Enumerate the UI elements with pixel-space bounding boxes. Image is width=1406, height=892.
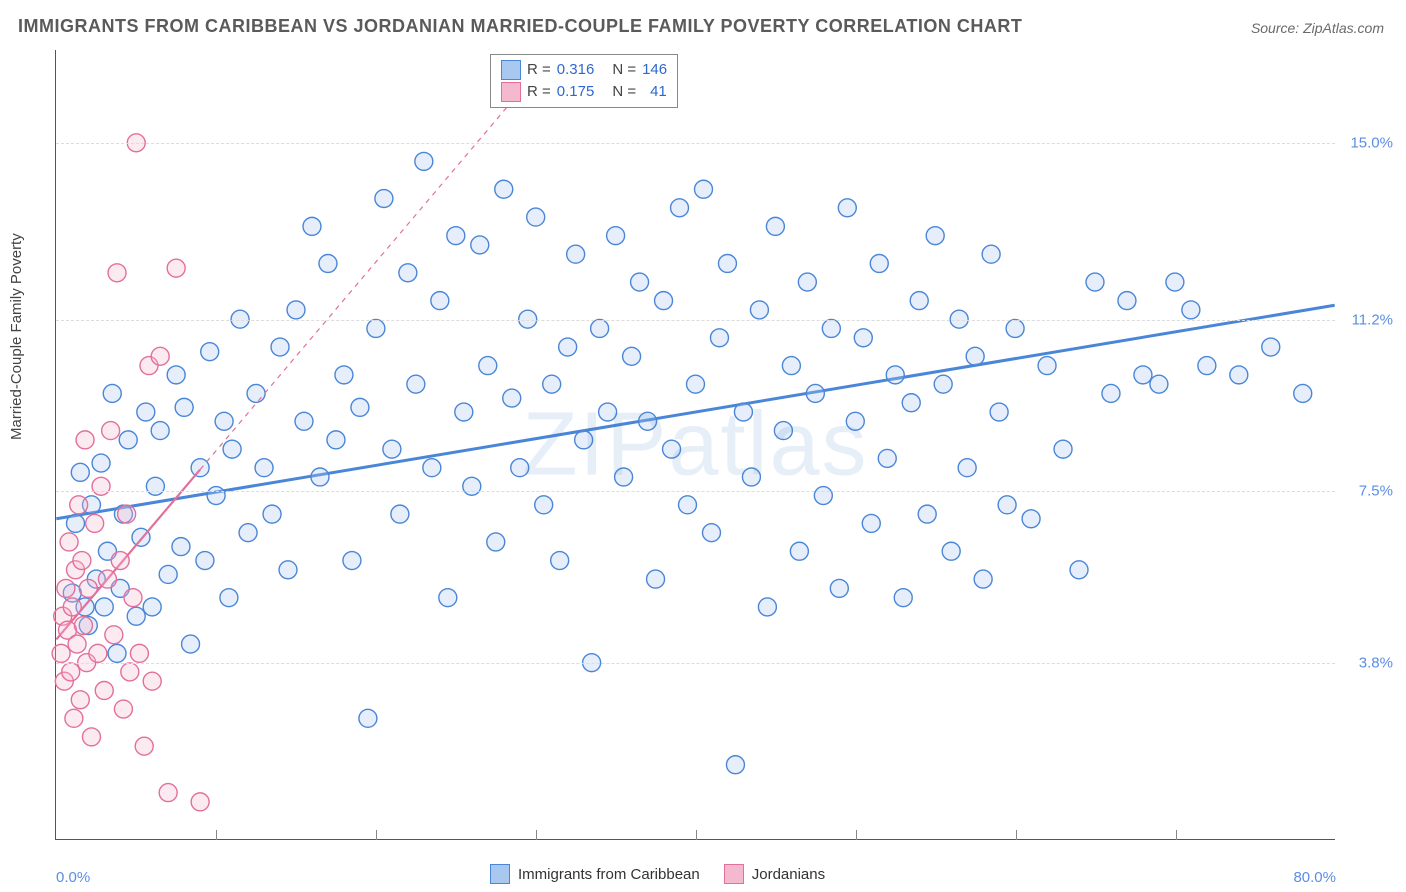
legend-row-series1: R = 0.316 N = 146: [501, 59, 667, 81]
series2-label: Jordanians: [752, 866, 825, 883]
correlation-legend: R = 0.316 N = 146 R = 0.175 N = 41: [490, 54, 678, 108]
r-value-1: 0.316: [557, 59, 595, 81]
legend-item-caribbean: Immigrants from Caribbean: [490, 864, 700, 884]
r-label: R =: [527, 59, 551, 81]
n-label: N =: [612, 59, 636, 81]
series1-label: Immigrants from Caribbean: [518, 866, 700, 883]
swatch-pink-icon: [724, 864, 744, 884]
swatch-blue: [501, 60, 521, 80]
n-value-2: 41: [642, 81, 667, 103]
plot-area: ZIPatlas 3.8%7.5%11.2%15.0%: [55, 50, 1335, 840]
r-label: R =: [527, 81, 551, 103]
x-axis-max-label: 80.0%: [1293, 869, 1336, 886]
swatch-pink: [501, 82, 521, 102]
y-axis-label: Married-Couple Family Poverty: [8, 233, 25, 440]
scatter-svg: [56, 50, 1335, 839]
x-axis-min-label: 0.0%: [56, 869, 90, 886]
y-tick-label: 11.2%: [1352, 311, 1393, 328]
y-tick-label: 7.5%: [1359, 483, 1393, 500]
n-label: N =: [612, 81, 636, 103]
y-tick-label: 3.8%: [1359, 655, 1393, 672]
n-value-1: 146: [642, 59, 667, 81]
swatch-blue-icon: [490, 864, 510, 884]
y-tick-label: 15.0%: [1350, 134, 1393, 151]
source-attribution: Source: ZipAtlas.com: [1251, 20, 1384, 36]
legend-row-series2: R = 0.175 N = 41: [501, 81, 667, 103]
series-legend: Immigrants from Caribbean Jordanians: [490, 864, 825, 884]
legend-item-jordanians: Jordanians: [724, 864, 825, 884]
chart-title: IMMIGRANTS FROM CARIBBEAN VS JORDANIAN M…: [18, 16, 1022, 37]
r-value-2: 0.175: [557, 81, 595, 103]
